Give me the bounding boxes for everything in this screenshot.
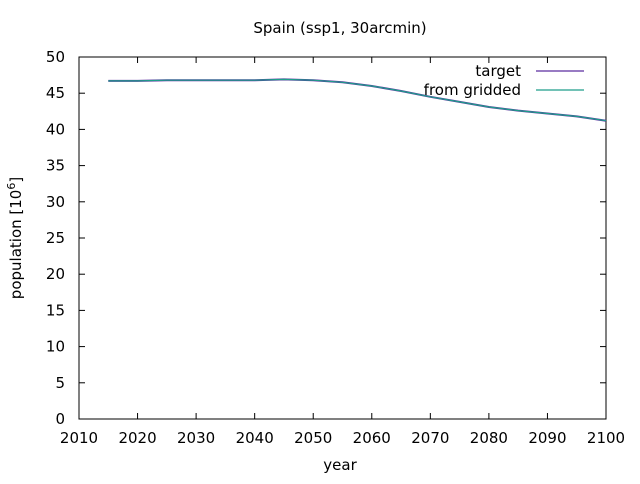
- y-tick-label: 10: [46, 338, 65, 356]
- x-axis-label: year: [323, 456, 357, 474]
- x-tick-label: 2030: [177, 429, 215, 447]
- series-line-from-gridded: [108, 78, 607, 122]
- y-axis-ticks: 0 5 10 15 20 25 30 35 40 45 50: [46, 48, 606, 428]
- x-tick-label: 2020: [118, 429, 156, 447]
- series-line-target: [108, 78, 607, 122]
- x-tick-label: 2080: [470, 429, 508, 447]
- x-tick-label: 2100: [587, 429, 625, 447]
- x-tick-label: 2060: [353, 429, 391, 447]
- y-tick-label: 45: [46, 84, 65, 102]
- y-tick-label: 20: [46, 265, 65, 283]
- y-tick-label: 35: [46, 157, 65, 175]
- x-tick-label: 2010: [60, 429, 98, 447]
- y-tick-label: 40: [46, 120, 65, 138]
- y-tick-label: 30: [46, 193, 65, 211]
- y-axis-label: population [106]: [5, 177, 25, 299]
- x-tick-label: 2040: [236, 429, 274, 447]
- y-axis-label-tail: ]: [7, 177, 25, 183]
- x-tick-label: 2070: [411, 429, 449, 447]
- y-tick-label: 25: [46, 229, 65, 247]
- y-axis-label-superscript: 6: [5, 183, 18, 190]
- y-tick-label: 50: [46, 48, 65, 66]
- y-tick-label: 0: [55, 410, 65, 428]
- y-axis-label-main: population [10: [7, 190, 25, 300]
- series-layer: [108, 78, 607, 122]
- x-axis-ticks: 2010 2020 2030 2040 2050 2060 2070 2080 2090 2100: [60, 57, 625, 447]
- x-tick-label: 2090: [528, 429, 566, 447]
- legend-label: from gridded: [424, 81, 521, 99]
- chart-title: Spain (ssp1, 30arcmin): [253, 19, 426, 37]
- legend-label: target: [475, 62, 521, 80]
- y-tick-label: 15: [46, 301, 65, 319]
- y-tick-label: 5: [55, 374, 65, 392]
- x-tick-label: 2050: [294, 429, 332, 447]
